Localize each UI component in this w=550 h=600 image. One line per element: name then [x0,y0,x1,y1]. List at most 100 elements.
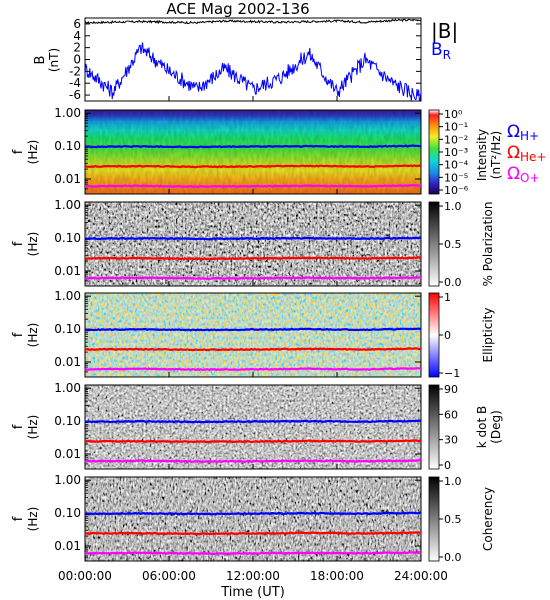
ellipticity-colorbar-ticks: 1 0 −1 [439,291,460,380]
intensity-colorbar-label: Intensity [475,129,489,181]
panel-polarization: 1.0 0.5 0.0 % Polarization [84,200,495,289]
colorbar-tick-label: 10⁰ [444,108,463,121]
panel-kdotb: 90 60 30 0 k dot B (Deg) [84,383,503,472]
panel-b-frame [84,17,422,102]
time-axis: 00:00:00 06:00:00 12:00:00 18:00:00 24:00:00 [58,96,448,583]
colorbar-tick-label: 1 [444,291,451,304]
colorbar-tick-label: 10⁻⁴ [444,159,469,172]
panel-coherency: 1.0 0.5 0.0 Coherency [84,475,495,564]
panel-b-ytick-label: -6 [69,88,81,102]
colorbar-tick-label: 60 [444,408,458,421]
f-axis-label: f [11,241,26,246]
ellipticity-texture [85,293,421,377]
polarization-texture [85,202,421,286]
ellipticity-colorbar-label: Ellipticity [481,308,495,363]
f-axis-label: f [11,149,26,154]
polarization-colorbar-ticks: 1.0 0.5 0.0 [439,200,462,289]
f-axis-unit: (Hz) [26,415,40,440]
coherency-colorbar-label: Coherency [481,487,495,551]
panel-b-ytick-label: 6 [73,17,81,31]
f-tick-label: 0.10 [54,506,81,520]
time-tick-label: 00:00:00 [58,569,112,583]
colorbar-tick-label: 10⁻⁶ [444,184,469,197]
f-axis-unit: (Hz) [26,507,40,532]
legend-omega-he: ΩHe+ [507,143,546,164]
panel-b-ytick-label: -2 [69,64,81,78]
panel-b-ytick-label: 4 [73,29,81,43]
colorbar-tick-label: 10⁻³ [444,146,468,159]
kdotb-colorbar-label: k dot B [475,406,489,448]
colorbar-tick-label: 10⁻⁵ [444,171,468,184]
f-tick-label: 0.10 [54,231,81,245]
panel-b-ytick-label: -4 [69,76,81,90]
f-axis-unit: (Hz) [26,323,40,348]
legend-b-r-sub: R [443,48,451,62]
ellipticity-colorbar [428,292,440,378]
kdotb-colorbar-unit: (Deg) [489,410,503,444]
gyro-line-o-plus [84,276,422,281]
f-tick-label: 1.00 [54,473,81,487]
coherency-texture [85,477,421,561]
panel-b-series [84,18,422,102]
panel-b-yunit: (nT) [47,48,61,72]
gyro-line-h-plus [84,327,422,332]
gyro-line-o-plus [84,550,422,556]
colorbar-tick-label: 1.0 [444,200,462,213]
time-tick-label: 24:00:00 [394,569,448,583]
colorbar-tick-label: 0.0 [444,276,462,289]
gyro-line-he-plus [85,439,422,444]
panel-ellipticity: 1 0 −1 Ellipticity [84,291,495,380]
colorbar-tick-label: 0 [444,329,451,342]
f-tick-label: 0.10 [54,322,81,336]
kdotb-colorbar [428,384,440,470]
colorbar-tick-label: 0.0 [444,551,462,564]
f-tick-label: 0.10 [54,139,81,153]
series-b-total-line [85,18,422,25]
f-axis-label: f [11,516,26,521]
f-axis-unit: (Hz) [26,140,40,165]
legend-omega-h-sub: H+ [520,129,539,143]
figure-title: ACE Mag 2002-136 [166,0,309,18]
gyro-line-he-plus [84,531,422,536]
colorbar-tick-label: 10⁻¹ [444,121,468,134]
f-tick-label: 1.00 [54,198,81,212]
series-b-r-line [84,42,422,102]
gyro-line-h-plus [85,144,421,149]
f-tick-label: 0.01 [54,264,81,278]
gyro-line-he-plus [84,347,422,352]
f-tick-label: 1.00 [54,289,81,303]
panel-b-ytick-label: 0 [73,53,81,67]
f-tick-label: 0.01 [54,355,81,369]
legend-b-r-main: B [431,40,443,60]
colorbar-tick-label: −1 [444,367,460,380]
f-axis-label: f [11,424,26,429]
spectral-axes: 1.000.100.01f (Hz)1.000.100.01f (Hz)1.000.… [11,106,422,557]
colorbar-tick-label: 0.5 [444,238,462,251]
polarization-colorbar [428,201,440,287]
intensity-colorbar-unit: (nT²/Hz) [489,131,503,179]
time-tick-label: 06:00:00 [142,569,196,583]
f-tick-label: 0.01 [54,539,81,553]
panel-b-ylabel: B [33,56,48,65]
time-tick-label: 12:00:00 [226,569,280,583]
f-axis-unit: (Hz) [26,232,40,257]
legend-omega-he-symbol: Ω [507,143,520,163]
gyro-line-o-plus [84,367,421,372]
f-tick-label: 1.00 [54,381,81,395]
legend-omega-he-sub: He+ [520,150,546,164]
colorbar-tick-label: 0 [444,459,451,472]
legend-omega-h-symbol: Ω [507,122,520,142]
kdotb-colorbar-ticks: 90 60 30 0 [439,383,458,472]
legend-omega-o-sub: O+ [520,171,540,185]
legend-b-r: BR [431,40,451,62]
coherency-colorbar [428,476,440,562]
gyro-line-o-plus [84,458,422,463]
f-tick-label: 1.00 [54,106,81,120]
gyro-line-he-plus [84,164,422,169]
time-tick-label: 18:00:00 [310,569,364,583]
colorbar-tick-label: 30 [444,434,458,447]
legend-omega-o: ΩO+ [507,164,540,185]
